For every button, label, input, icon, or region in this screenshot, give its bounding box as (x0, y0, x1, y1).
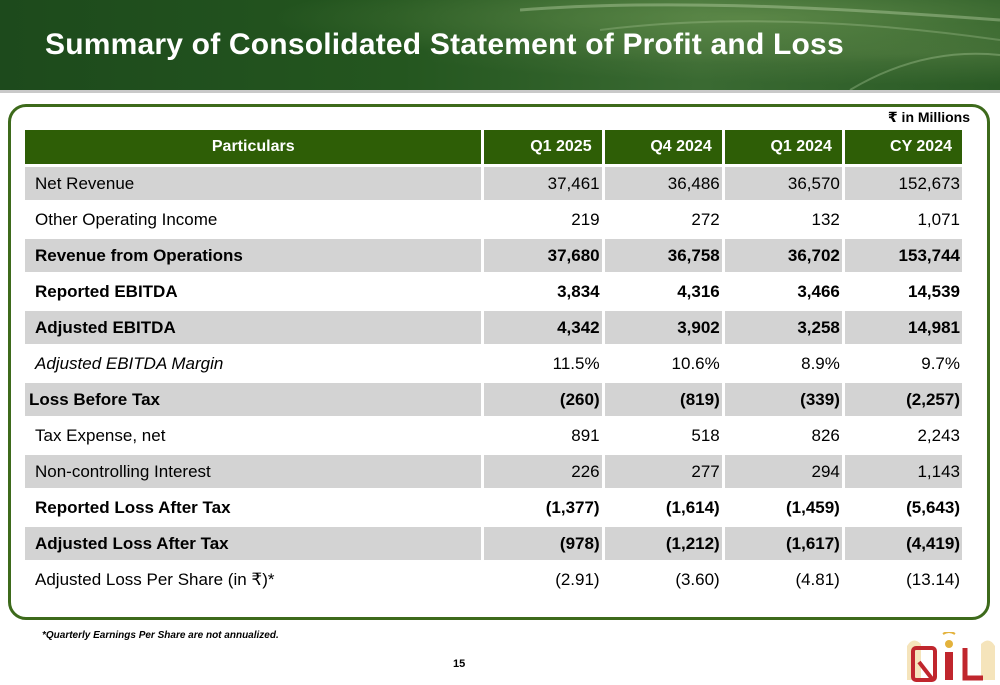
ril-logo (907, 632, 995, 682)
cell-value: 9.7% (844, 344, 962, 380)
table-row: Adjusted Loss After Tax (978) (1,212) (1… (25, 524, 962, 560)
table-row: Non-controlling Interest 226 277 294 1,1… (25, 452, 962, 488)
cell-value: 36,702 (724, 236, 842, 272)
cell-value: 4,342 (484, 308, 602, 344)
cell-value: 8.9% (724, 344, 842, 380)
table-row: Adjusted EBITDA 4,342 3,902 3,258 14,981 (25, 308, 962, 344)
table-header-row: Particulars Q1 2025 Q4 2024 Q1 2024 CY 2… (25, 130, 962, 164)
column-header-particulars: Particulars (25, 130, 482, 164)
row-label: Adjusted Loss After Tax (25, 524, 482, 560)
cell-value: 226 (484, 452, 602, 488)
page-number: 15 (453, 658, 466, 670)
cell-value: (1,614) (604, 488, 722, 524)
cell-value: 36,486 (604, 164, 722, 200)
cell-value: 2,243 (844, 416, 962, 452)
table-row: Adjusted EBITDA Margin 11.5% 10.6% 8.9% … (25, 344, 962, 380)
cell-value: 3,466 (724, 272, 842, 308)
table-row: Other Operating Income 219 272 132 1,071 (25, 200, 962, 236)
cell-value: (339) (724, 380, 842, 416)
table-frame (8, 104, 990, 620)
row-label: Adjusted EBITDA Margin (25, 344, 482, 380)
row-label: Non-controlling Interest (25, 452, 482, 488)
column-header-cy-2024: CY 2024 (844, 130, 962, 164)
cell-value: (1,617) (724, 524, 842, 560)
row-label: Tax Expense, net (25, 416, 482, 452)
cell-value: 219 (484, 200, 602, 236)
units-label: ₹ in Millions (887, 109, 970, 125)
column-header-q4-2024: Q4 2024 (604, 130, 722, 164)
cell-value: 1,143 (844, 452, 962, 488)
cell-value: 277 (604, 452, 722, 488)
title-banner: Summary of Consolidated Statement of Pro… (0, 0, 1000, 93)
profit-loss-table: Particulars Q1 2025 Q4 2024 Q1 2024 CY 2… (22, 130, 965, 596)
row-label: Loss Before Tax (25, 380, 482, 416)
row-label: Net Revenue (25, 164, 482, 200)
cell-value: 14,539 (844, 272, 962, 308)
cell-value: (4.81) (724, 560, 842, 596)
cell-value: (819) (604, 380, 722, 416)
cell-value: (260) (484, 380, 602, 416)
row-label: Other Operating Income (25, 200, 482, 236)
cell-value: 37,680 (484, 236, 602, 272)
cell-value: 1,071 (844, 200, 962, 236)
cell-value: 153,744 (844, 236, 962, 272)
table-row: Loss Before Tax (260) (819) (339) (2,257… (25, 380, 962, 416)
cell-value: 272 (604, 200, 722, 236)
row-label: Reported EBITDA (25, 272, 482, 308)
table-row: Revenue from Operations 37,680 36,758 36… (25, 236, 962, 272)
table-row: Tax Expense, net 891 518 826 2,243 (25, 416, 962, 452)
slide-title: Summary of Consolidated Statement of Pro… (45, 28, 844, 61)
cell-value: 132 (724, 200, 842, 236)
cell-value: 10.6% (604, 344, 722, 380)
table-row: Net Revenue 37,461 36,486 36,570 152,673 (25, 164, 962, 200)
cell-value: 518 (604, 416, 722, 452)
table-row: Adjusted Loss Per Share (in ₹)* (2.91) (… (25, 560, 962, 596)
cell-value: 36,758 (604, 236, 722, 272)
cell-value: 294 (724, 452, 842, 488)
table-row: Reported EBITDA 3,834 4,316 3,466 14,539 (25, 272, 962, 308)
cell-value: 826 (724, 416, 842, 452)
cell-value: 891 (484, 416, 602, 452)
cell-value: (3.60) (604, 560, 722, 596)
row-label: Reported Loss After Tax (25, 488, 482, 524)
footnote: *Quarterly Earnings Per Share are not an… (42, 630, 279, 641)
row-label: Adjusted Loss Per Share (in ₹)* (25, 560, 482, 596)
cell-value: 3,834 (484, 272, 602, 308)
row-label: Adjusted EBITDA (25, 308, 482, 344)
cell-value: 11.5% (484, 344, 602, 380)
cell-value: 36,570 (724, 164, 842, 200)
cell-value: (2,257) (844, 380, 962, 416)
cell-value: 3,258 (724, 308, 842, 344)
cell-value: (978) (484, 524, 602, 560)
cell-value: (13.14) (844, 560, 962, 596)
cell-value: 37,461 (484, 164, 602, 200)
table-row: Reported Loss After Tax (1,377) (1,614) … (25, 488, 962, 524)
cell-value: 14,981 (844, 308, 962, 344)
column-header-q1-2025: Q1 2025 (484, 130, 602, 164)
cell-value: (2.91) (484, 560, 602, 596)
cell-value: 3,902 (604, 308, 722, 344)
row-label: Revenue from Operations (25, 236, 482, 272)
column-header-q1-2024: Q1 2024 (724, 130, 842, 164)
cell-value: (1,212) (604, 524, 722, 560)
cell-value: (5,643) (844, 488, 962, 524)
cell-value: 152,673 (844, 164, 962, 200)
cell-value: (1,377) (484, 488, 602, 524)
banner-swoosh-decoration (519, 3, 1000, 90)
cell-value: 4,316 (604, 272, 722, 308)
cell-value: (1,459) (724, 488, 842, 524)
cell-value: (4,419) (844, 524, 962, 560)
